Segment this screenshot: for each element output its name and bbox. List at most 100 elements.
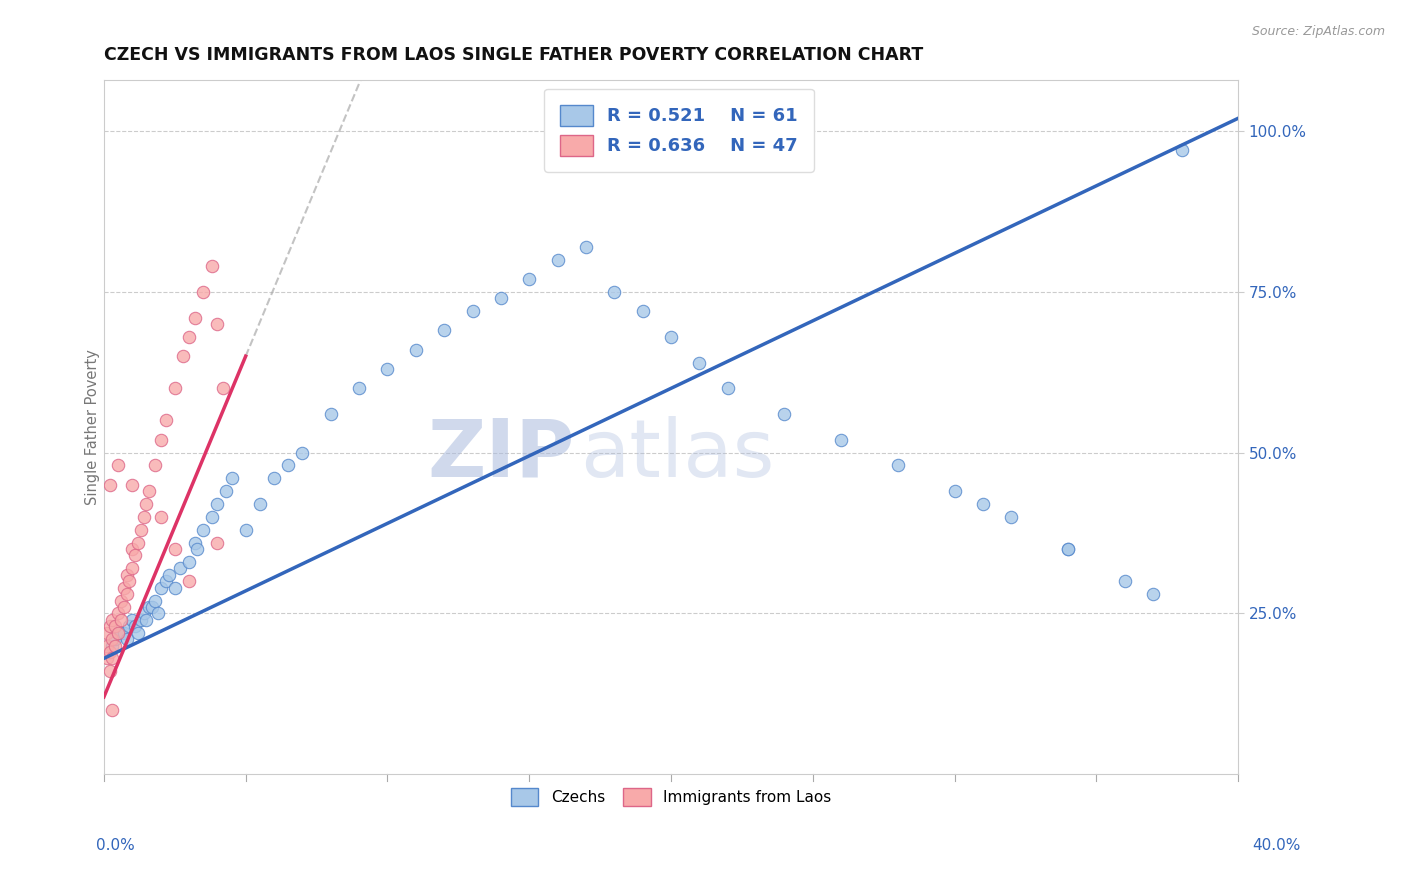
Point [191,285,214,299]
Point [132,607,155,621]
Point [547,252,569,267]
Point [887,458,910,473]
Point [143,593,166,607]
Point [207,317,229,331]
Point [1170,144,1192,158]
Point [101,651,124,665]
Point [110,593,132,607]
Point [141,599,163,614]
Point [121,542,143,557]
Point [461,304,484,318]
Point [1114,574,1136,589]
Point [717,381,740,395]
Point [163,381,186,395]
Point [110,613,132,627]
Text: 0.0%: 0.0% [96,838,135,853]
Point [183,310,205,325]
Text: atlas: atlas [581,416,775,493]
Point [177,330,200,344]
Point [143,458,166,473]
Point [291,445,314,459]
Point [155,574,177,589]
Point [104,632,127,646]
Point [1000,510,1022,524]
Point [98,477,121,491]
Y-axis label: Single Father Poverty: Single Father Poverty [86,349,100,505]
Point [127,625,149,640]
Point [107,625,129,640]
Text: Source: ZipAtlas.com: Source: ZipAtlas.com [1251,25,1385,38]
Text: CZECH VS IMMIGRANTS FROM LAOS SINGLE FATHER POVERTY CORRELATION CHART: CZECH VS IMMIGRANTS FROM LAOS SINGLE FAT… [104,46,924,64]
Point [121,477,143,491]
Point [773,407,796,421]
Point [107,607,129,621]
Point [115,587,138,601]
Point [186,542,208,557]
Point [110,625,132,640]
Point [405,343,427,357]
Point [221,471,243,485]
Point [121,561,143,575]
Point [98,665,121,679]
Point [575,240,598,254]
Point [104,619,127,633]
Point [129,523,152,537]
Point [517,272,540,286]
Point [101,703,124,717]
Point [1057,542,1080,557]
Point [1057,542,1080,557]
Point [98,645,121,659]
Point [132,510,155,524]
Point [169,561,191,575]
Point [489,291,512,305]
Point [118,574,141,589]
Point [96,639,118,653]
Point [249,497,271,511]
Point [201,259,224,273]
Point [135,613,157,627]
Point [149,510,172,524]
Point [207,497,229,511]
Point [107,625,129,640]
Point [688,355,710,369]
Point [129,613,152,627]
Point [163,542,186,557]
Point [972,497,994,511]
Point [112,581,135,595]
Legend: Czechs, Immigrants from Laos: Czechs, Immigrants from Laos [502,779,841,815]
Point [124,549,146,563]
Point [146,607,169,621]
Point [107,458,129,473]
Point [631,304,654,318]
Point [96,651,118,665]
Point [830,433,852,447]
Point [124,619,146,633]
Point [603,285,626,299]
Point [235,523,257,537]
Point [121,613,143,627]
Point [177,555,200,569]
Point [172,349,194,363]
Text: 40.0%: 40.0% [1253,838,1301,853]
Point [127,535,149,549]
Point [212,381,235,395]
Point [1142,587,1164,601]
Point [155,413,177,427]
Point [319,407,342,421]
Point [115,567,138,582]
Point [96,625,118,640]
Point [101,613,124,627]
Point [177,574,200,589]
Point [157,567,180,582]
Point [433,323,456,337]
Point [112,625,135,640]
Point [263,471,285,485]
Point [377,362,399,376]
Point [943,484,966,499]
Point [149,581,172,595]
Point [163,581,186,595]
Point [138,484,160,499]
Point [138,599,160,614]
Point [659,330,682,344]
Point [115,632,138,646]
